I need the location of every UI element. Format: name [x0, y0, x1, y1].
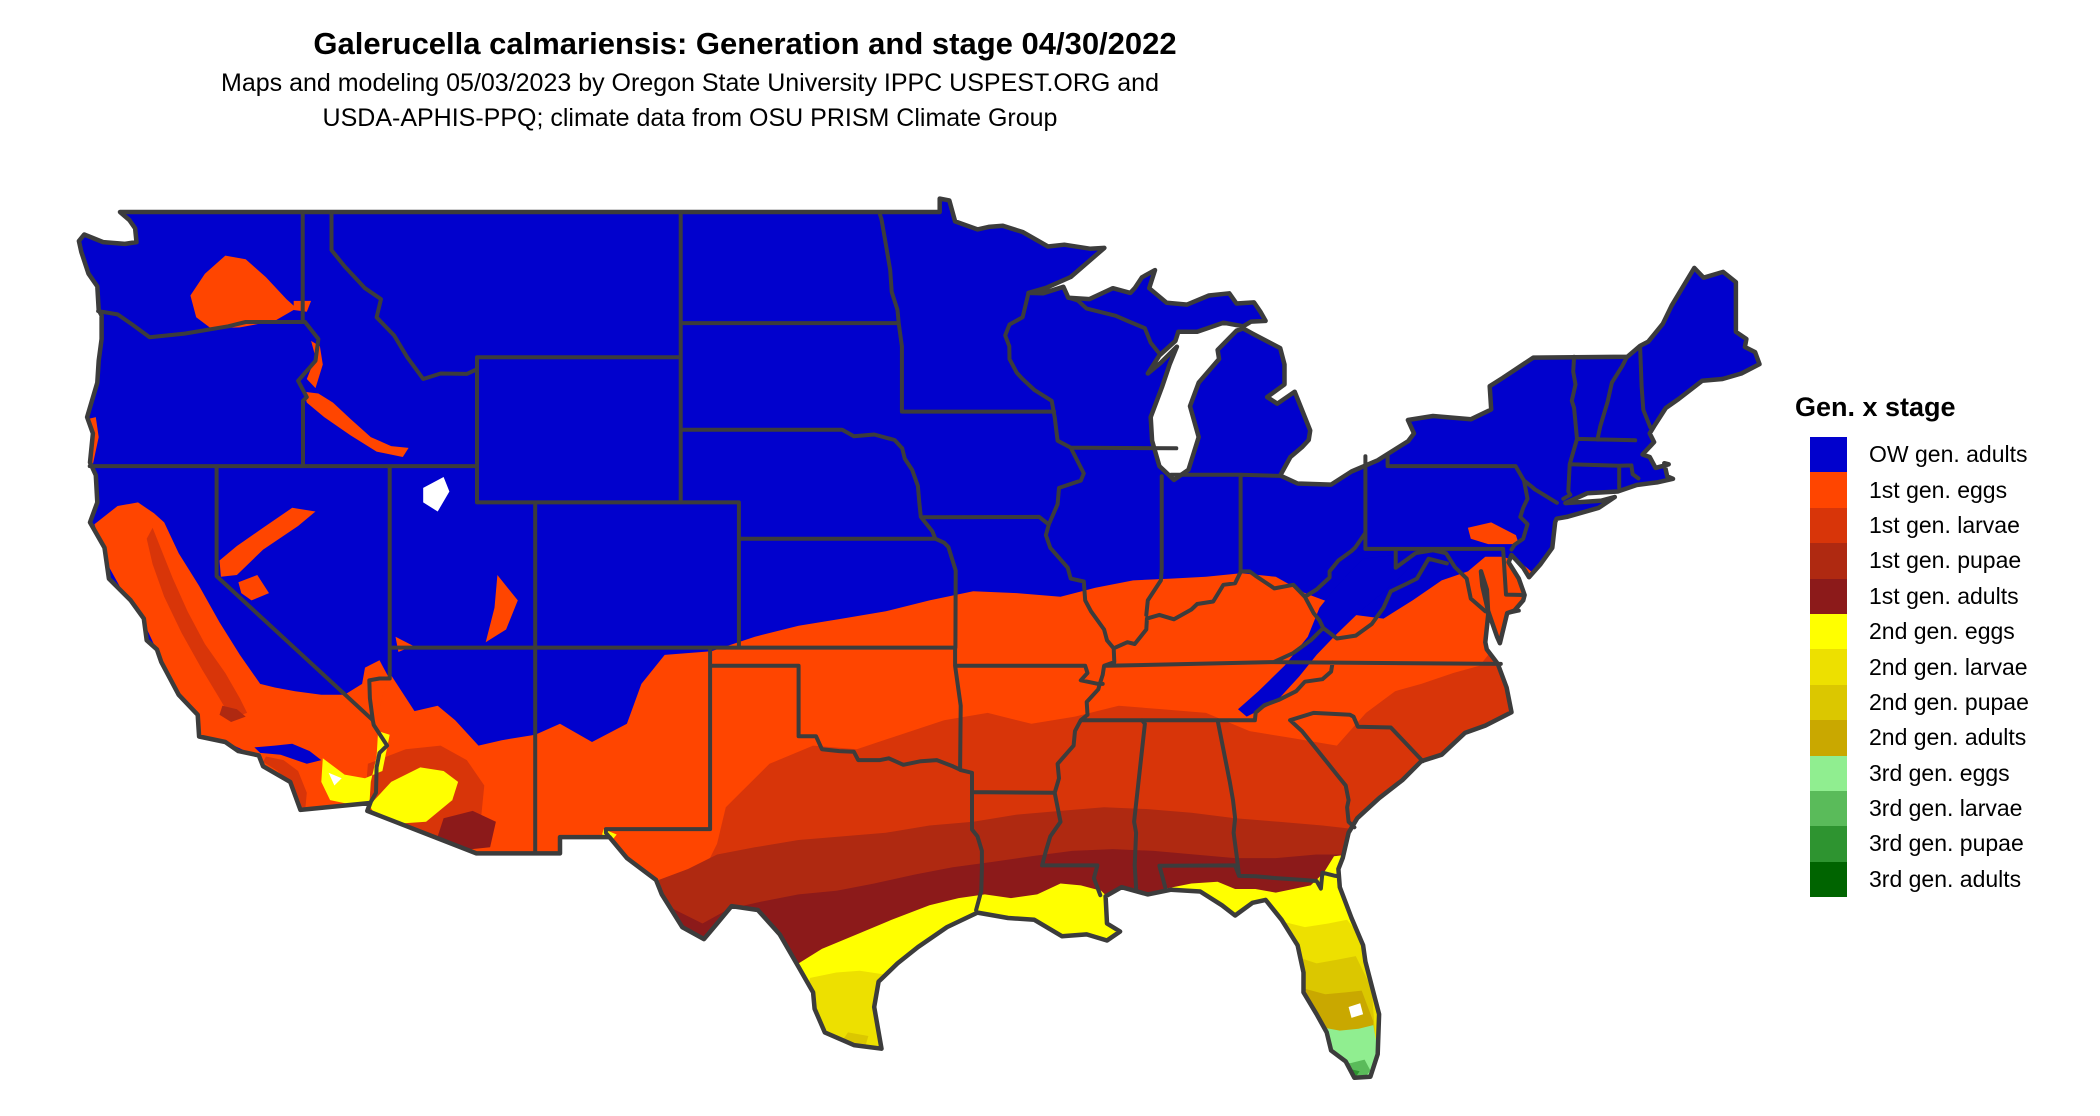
legend-item: OW gen. adults	[1810, 437, 2095, 473]
legend-swatch-10	[1810, 790, 1847, 827]
legend-item: 2nd gen. eggs	[1810, 613, 2095, 650]
legend-swatch-4	[1810, 578, 1847, 614]
state-borders	[87, 210, 1653, 912]
legend-label: OW gen. adults	[1869, 441, 2028, 468]
legend-label: 1st gen. pupae	[1869, 547, 2022, 574]
legend-swatch-7	[1810, 684, 1847, 721]
map-title: Galerucella calmariensis: Generation and…	[313, 26, 1177, 61]
legend-item: 3rd gen. eggs	[1810, 755, 2095, 791]
legend-item: 1st gen. adults	[1810, 578, 2095, 614]
water-body	[423, 477, 450, 512]
legend-swatch-11	[1810, 826, 1847, 862]
legend-label: 2nd gen. pupae	[1869, 688, 2029, 715]
stage-region-4	[437, 810, 496, 851]
stage-region-1	[238, 575, 269, 601]
legend-label: 1st gen. eggs	[1869, 476, 2008, 503]
water-body	[1348, 1003, 1364, 1018]
legend-swatch-2	[1810, 507, 1847, 544]
legend-item: 3rd gen. larvae	[1810, 790, 2095, 827]
legend-swatch-3	[1810, 543, 1847, 579]
legend-title: Gen. x stage	[1795, 392, 1956, 422]
legend-rows: OW gen. adults 1st gen. eggs 1st gen. larv…	[1810, 437, 2095, 898]
legend-item: 2nd gen. pupae	[1810, 684, 2095, 721]
legend-swatch-6	[1810, 649, 1847, 685]
us-outline	[76, 196, 1762, 1081]
legend-label: 2nd gen. larvae	[1869, 653, 2028, 680]
stage-region-0	[1238, 555, 1410, 717]
legend-swatch-8	[1810, 720, 1847, 756]
legend-swatch-5	[1810, 613, 1847, 650]
stage-region-5	[321, 731, 390, 806]
legend-item: 2nd gen. larvae	[1810, 649, 2095, 685]
legend-item: 1st gen. pupae	[1810, 543, 2095, 579]
stage-region-1	[485, 575, 518, 643]
legend-swatch-0	[1810, 437, 1847, 473]
legend-label: 3rd gen. pupae	[1869, 830, 2024, 857]
legend-swatch-1	[1810, 472, 1847, 508]
water-body	[328, 772, 342, 786]
legend-label: 1st gen. larvae	[1869, 511, 2020, 538]
map-subtitle-line2: USDA-APHIS-PPQ; climate data from OSU PR…	[322, 104, 1058, 132]
stage-region-1	[190, 255, 297, 329]
legend-swatch-9	[1810, 755, 1847, 791]
stage-region-2	[146, 527, 248, 719]
stage-region-5	[369, 767, 459, 824]
legend-item: 3rd gen. pupae	[1810, 826, 2095, 862]
map-subtitle-line1: Maps and modeling 05/03/2023 by Oregon S…	[221, 69, 1159, 97]
stage-region-1	[303, 391, 409, 457]
legend-item: 1st gen. eggs	[1810, 472, 2095, 508]
legend-item: 3rd gen. adults	[1810, 861, 2095, 898]
legend-label: 2nd gen. eggs	[1869, 618, 2015, 645]
legend: Gen. x stage OW gen. adults 1st gen. eggs…	[1795, 392, 2095, 898]
stage-region-0	[254, 743, 322, 764]
stage-region-3	[219, 705, 246, 722]
legend-item: 2nd gen. adults	[1810, 720, 2095, 756]
legend-label: 2nd gen. adults	[1869, 724, 2027, 751]
stage-region-1	[1467, 522, 1519, 545]
legend-item: 1st gen. larvae	[1810, 507, 2095, 544]
legend-label: 3rd gen. adults	[1869, 865, 2022, 892]
legend-label: 1st gen. adults	[1869, 582, 2019, 609]
legend-label: 3rd gen. larvae	[1869, 795, 2023, 822]
legend-label: 3rd gen. eggs	[1869, 759, 2010, 786]
stage-region-1	[219, 507, 316, 577]
legend-swatch-12	[1810, 861, 1847, 898]
